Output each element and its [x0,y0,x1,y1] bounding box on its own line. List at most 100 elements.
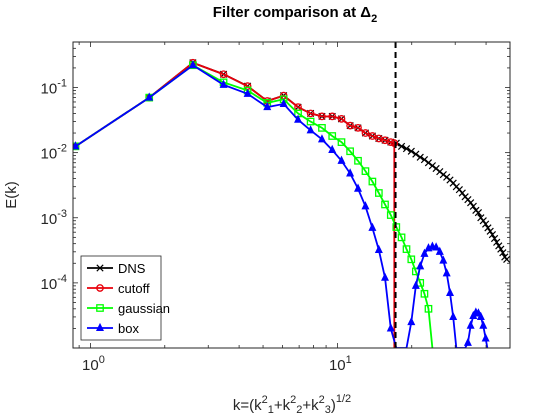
data-point [486,227,494,235]
data-point [397,233,406,242]
series-group [73,58,510,348]
data-point [416,261,425,270]
data-point [479,217,487,225]
legend-item-cutoff: cutoff [87,281,150,296]
legend-marker [95,322,105,332]
data-point [432,242,441,251]
y-tick-label: 10-3 [41,208,67,228]
data-point [337,138,346,146]
data-point [463,337,472,346]
data-point [407,147,415,155]
data-point [381,272,390,281]
data-point [420,289,429,298]
data-point [466,320,475,329]
data-point [397,142,406,150]
data-point [328,144,337,154]
legend-label: gaussian [118,301,170,316]
data-point [337,115,346,123]
data-point [411,280,420,289]
y-tick-label: 10-1 [41,78,67,98]
data-point [439,255,448,264]
data-point [476,311,485,320]
chart-title: Filter comparison at Δ2 [213,4,377,25]
data-point [428,162,437,170]
data-point [317,134,326,143]
data-point [73,141,80,150]
data-point [368,222,377,231]
data-point [412,150,420,158]
data-point [469,202,477,210]
data-point [446,287,455,297]
data-point [361,201,370,210]
data-point [306,109,315,118]
data-point [420,156,429,164]
data-point [354,183,363,192]
data-point [490,234,499,243]
data-point [503,255,510,263]
data-point [188,60,197,69]
data-point [306,125,315,134]
data-point [361,167,370,175]
y-tick-label: 10-4 [41,273,67,293]
plot-layer: 100 101 10-4 10-3 10-2 10-1 [41,41,511,374]
data-point [407,255,416,264]
data-point [497,245,505,253]
series-box [73,60,490,348]
data-point [381,200,389,209]
data-point [346,168,355,177]
legend-label: cutoff [118,281,150,296]
legend-item-gaussian: gaussian [87,301,170,316]
axes-box [72,41,511,349]
data-point [449,311,458,320]
data-point [435,246,444,255]
legend-item-box: box [87,321,139,336]
data-point [488,231,497,239]
series-line-cutoff [74,61,396,348]
data-point [499,249,507,257]
data-point [481,333,490,342]
data-point [318,112,326,121]
data-point [386,211,395,219]
data-point [484,224,492,232]
data-point [424,159,433,167]
legend-label: DNS [118,261,146,276]
data-point [424,304,433,313]
data-point [458,189,466,197]
data-point [145,92,154,101]
data-point [328,132,337,140]
y-tick-label: 10-2 [41,143,67,163]
data-point [420,248,429,257]
data-point [361,129,370,137]
data-point [243,88,252,97]
data-point [374,244,383,254]
data-point [346,121,354,130]
data-point [354,156,362,165]
data-point [386,323,395,332]
data-point [416,153,424,161]
data-point [495,242,503,250]
data-point [479,320,488,329]
data-point [474,208,483,217]
data-point [482,220,490,228]
data-point [402,245,411,253]
data-point [354,124,362,132]
data-point [219,79,228,88]
data-point [346,147,354,156]
legend-marker [96,284,104,292]
data-point [368,177,377,186]
y-axis-label: E(k) [3,181,20,209]
series-line-gaussian [74,64,434,348]
ticks [73,41,511,349]
data-point [337,155,346,164]
legend-label: box [118,321,139,336]
data-point [368,132,377,140]
data-point [402,145,411,153]
legend: DNS cutoff gaussian box [80,255,170,341]
data-point [390,139,399,147]
legend-box [80,255,162,341]
data-point [375,189,383,197]
data-point [279,98,288,107]
data-point [467,199,475,207]
x-tick-label: 100 [82,354,105,374]
